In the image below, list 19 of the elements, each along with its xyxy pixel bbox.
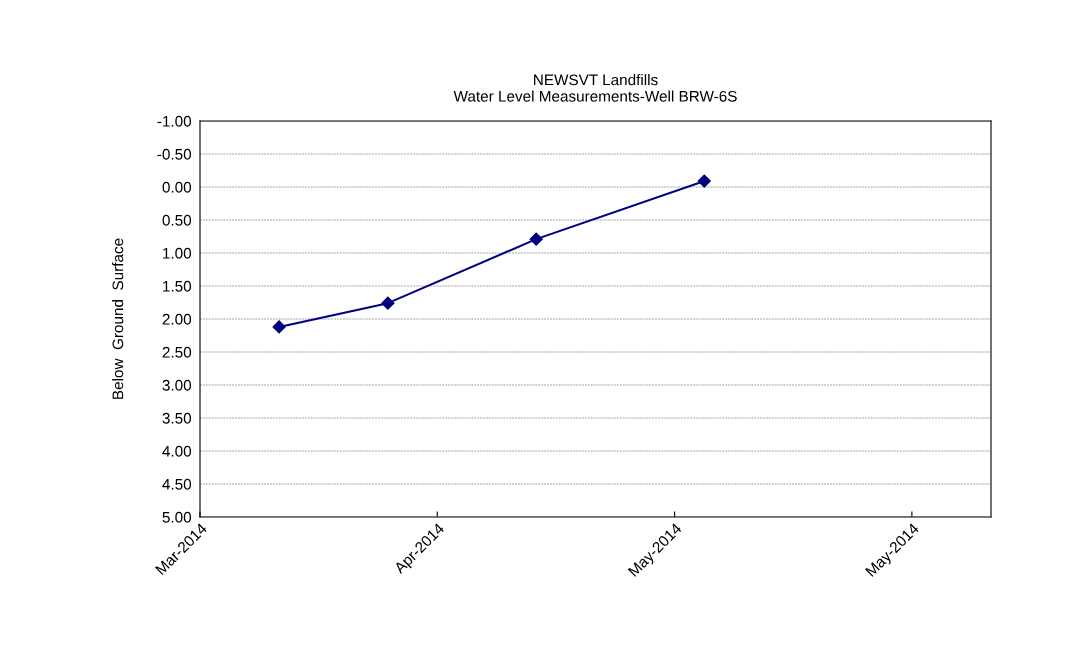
point: [381, 296, 395, 310]
y-tick-label: 1.50: [163, 280, 192, 292]
y-tick-label: -1.00: [157, 115, 192, 127]
y-tick-label: 2.50: [162, 346, 192, 358]
y-tick-label: 4.50: [162, 478, 192, 490]
y-tick-label: 3.00: [162, 379, 192, 391]
y-tick-label: 4.00: [162, 445, 192, 457]
y-tick-label: 0.50: [162, 214, 192, 226]
y-tick-label: 1.00: [163, 247, 192, 259]
y-tick-label: -0.50: [157, 148, 192, 160]
chart-title: NEWSVT Landfills Water Level Measurements-Well BRW-6S: [453, 74, 737, 102]
y-tick-label: 0.00: [162, 181, 192, 193]
y-tick-label: 5.00: [162, 511, 192, 523]
y-axis-title: Below Ground Surface: [112, 238, 124, 399]
y-tick-label: 2.00: [162, 313, 192, 325]
point: [272, 320, 286, 334]
point: [529, 232, 543, 246]
y-tick-label: 3.50: [162, 412, 192, 424]
point: [697, 174, 711, 188]
